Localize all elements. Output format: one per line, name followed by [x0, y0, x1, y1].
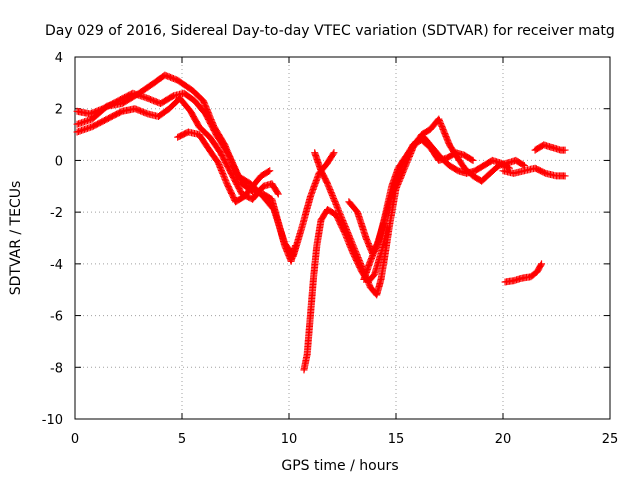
series-track-k — [501, 260, 546, 286]
data-point — [266, 167, 274, 175]
data-point — [519, 161, 527, 169]
y-tick-label: 0 — [55, 154, 63, 169]
data-point — [561, 146, 569, 154]
axis-ticks: 0 5 10 15 20 25 -10 -8 -6 -4 -2 0 2 4 — [42, 51, 619, 447]
y-tick-label: 2 — [55, 103, 63, 118]
y-tick-label: -8 — [50, 361, 63, 376]
data-point — [469, 156, 477, 164]
series-track-b — [73, 89, 299, 265]
series-track-h — [360, 136, 477, 283]
data-point — [561, 172, 569, 180]
series-track-d — [174, 128, 274, 206]
y-tick-label: -10 — [42, 413, 63, 428]
data-point — [132, 90, 140, 98]
data-points — [73, 71, 569, 374]
data-point — [274, 189, 281, 197]
x-tick-label: 10 — [281, 432, 298, 447]
series-track-j — [531, 141, 569, 154]
x-tick-label: 5 — [178, 432, 186, 447]
x-tick-label: 0 — [71, 432, 79, 447]
data-point — [538, 260, 546, 268]
y-axis-label: SDTVAR / TECUs — [8, 181, 24, 296]
plot-frame — [74, 56, 611, 420]
data-point — [394, 171, 402, 179]
series-track-i — [499, 164, 569, 180]
data-point — [468, 156, 476, 164]
x-tick-label: 15 — [388, 432, 405, 447]
series-track-g — [345, 133, 513, 257]
grid — [75, 57, 610, 419]
data-point — [537, 261, 545, 269]
data-point — [265, 168, 272, 175]
data-point — [291, 242, 299, 250]
x-tick-label: 20 — [495, 432, 512, 447]
y-tick-label: -6 — [50, 310, 63, 325]
data-point — [330, 149, 338, 157]
y-tick-label: 4 — [55, 51, 63, 66]
data-point — [329, 150, 337, 158]
chart-title: Day 029 of 2016, Sidereal Day-to-day VTE… — [45, 23, 615, 39]
y-tick-label: -2 — [50, 206, 63, 221]
series-track-c — [73, 94, 282, 203]
x-tick-label: 25 — [602, 432, 619, 447]
data-point — [274, 190, 282, 198]
x-axis-label: GPS time / hours — [281, 458, 398, 474]
y-tick-label: -4 — [50, 258, 63, 273]
